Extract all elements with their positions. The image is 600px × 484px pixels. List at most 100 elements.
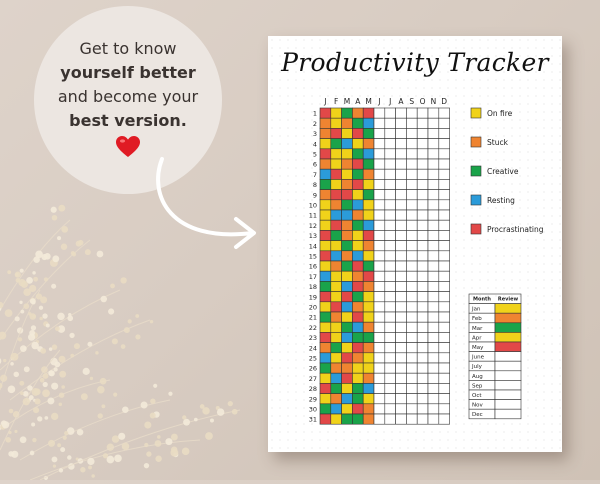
tracker-cell[interactable] [427, 372, 440, 384]
tracker-cell[interactable] [438, 281, 450, 292]
tracker-cell[interactable] [406, 107, 418, 119]
tracker-cell[interactable] [352, 219, 364, 231]
tracker-cell[interactable] [373, 393, 386, 405]
tracker-cell[interactable] [373, 403, 386, 415]
tracker-cell[interactable] [319, 148, 332, 160]
tracker-cell[interactable] [373, 342, 386, 354]
tracker-cell[interactable] [341, 332, 353, 343]
review-color-cell[interactable] [494, 399, 522, 410]
tracker-cell[interactable] [384, 250, 396, 262]
tracker-cell[interactable] [438, 332, 450, 343]
tracker-cell[interactable] [416, 281, 429, 292]
tracker-cell[interactable] [416, 168, 429, 180]
tracker-cell[interactable] [384, 107, 396, 119]
tracker-cell[interactable] [373, 219, 386, 231]
tracker-cell[interactable] [341, 199, 353, 211]
tracker-cell[interactable] [438, 342, 450, 354]
tracker-cell[interactable] [395, 413, 407, 425]
tracker-cell[interactable] [362, 393, 375, 405]
tracker-cell[interactable] [395, 372, 407, 384]
tracker-cell[interactable] [384, 138, 396, 150]
tracker-cell[interactable] [395, 383, 407, 394]
tracker-cell[interactable] [362, 362, 375, 374]
tracker-cell[interactable] [427, 362, 440, 374]
tracker-cell[interactable] [362, 117, 375, 129]
tracker-cell[interactable] [362, 413, 375, 425]
tracker-cell[interactable] [319, 372, 332, 384]
tracker-cell[interactable] [384, 209, 396, 221]
tracker-cell[interactable] [395, 270, 407, 282]
tracker-cell[interactable] [341, 383, 353, 394]
tracker-cell[interactable] [406, 128, 418, 139]
tracker-cell[interactable] [362, 403, 375, 415]
tracker-cell[interactable] [352, 107, 364, 119]
tracker-cell[interactable] [341, 250, 353, 262]
review-color-cell[interactable] [494, 312, 522, 324]
tracker-cell[interactable] [416, 189, 429, 201]
tracker-cell[interactable] [341, 219, 353, 231]
tracker-cell[interactable] [438, 291, 450, 303]
tracker-cell[interactable] [319, 260, 332, 272]
tracker-cell[interactable] [373, 260, 386, 272]
tracker-cell[interactable] [406, 403, 418, 415]
tracker-cell[interactable] [395, 362, 407, 374]
tracker-cell[interactable] [438, 352, 450, 364]
tracker-cell[interactable] [319, 128, 332, 139]
tracker-cell[interactable] [319, 189, 332, 201]
tracker-cell[interactable] [416, 311, 429, 323]
tracker-cell[interactable] [362, 383, 375, 394]
tracker-cell[interactable] [330, 199, 342, 211]
tracker-cell[interactable] [438, 301, 450, 313]
tracker-cell[interactable] [319, 117, 332, 129]
tracker-cell[interactable] [362, 250, 375, 262]
tracker-cell[interactable] [406, 158, 418, 170]
tracker-cell[interactable] [330, 250, 342, 262]
review-color-cell[interactable] [494, 341, 522, 352]
tracker-cell[interactable] [427, 332, 440, 343]
tracker-cell[interactable] [384, 117, 396, 129]
tracker-cell[interactable] [362, 281, 375, 292]
tracker-cell[interactable] [406, 332, 418, 343]
tracker-cell[interactable] [395, 393, 407, 405]
tracker-cell[interactable] [319, 342, 332, 354]
tracker-cell[interactable] [373, 158, 386, 170]
tracker-cell[interactable] [406, 189, 418, 201]
tracker-cell[interactable] [362, 189, 375, 201]
tracker-cell[interactable] [352, 342, 364, 354]
tracker-cell[interactable] [373, 413, 386, 425]
tracker-cell[interactable] [352, 393, 364, 405]
tracker-cell[interactable] [341, 240, 353, 252]
tracker-cell[interactable] [406, 148, 418, 160]
tracker-cell[interactable] [416, 240, 429, 252]
tracker-cell[interactable] [352, 250, 364, 262]
tracker-cell[interactable] [362, 148, 375, 160]
tracker-cell[interactable] [373, 372, 386, 384]
tracker-cell[interactable] [373, 383, 386, 394]
tracker-cell[interactable] [416, 219, 429, 231]
tracker-cell[interactable] [319, 413, 332, 425]
tracker-cell[interactable] [395, 219, 407, 231]
tracker-cell[interactable] [319, 230, 332, 241]
tracker-cell[interactable] [341, 230, 353, 241]
tracker-cell[interactable] [395, 281, 407, 292]
tracker-cell[interactable] [406, 168, 418, 180]
tracker-cell[interactable] [427, 301, 440, 313]
tracker-cell[interactable] [427, 209, 440, 221]
tracker-cell[interactable] [352, 332, 364, 343]
tracker-cell[interactable] [384, 372, 396, 384]
tracker-cell[interactable] [341, 148, 353, 160]
tracker-cell[interactable] [341, 179, 353, 190]
tracker-cell[interactable] [373, 199, 386, 211]
tracker-cell[interactable] [427, 352, 440, 364]
tracker-cell[interactable] [330, 372, 342, 384]
tracker-cell[interactable] [438, 138, 450, 150]
tracker-cell[interactable] [416, 332, 429, 343]
tracker-cell[interactable] [395, 138, 407, 150]
tracker-cell[interactable] [427, 168, 440, 180]
tracker-cell[interactable] [438, 230, 450, 241]
tracker-cell[interactable] [427, 158, 440, 170]
tracker-cell[interactable] [362, 301, 375, 313]
tracker-cell[interactable] [330, 362, 342, 374]
tracker-cell[interactable] [427, 383, 440, 394]
tracker-cell[interactable] [319, 301, 332, 313]
